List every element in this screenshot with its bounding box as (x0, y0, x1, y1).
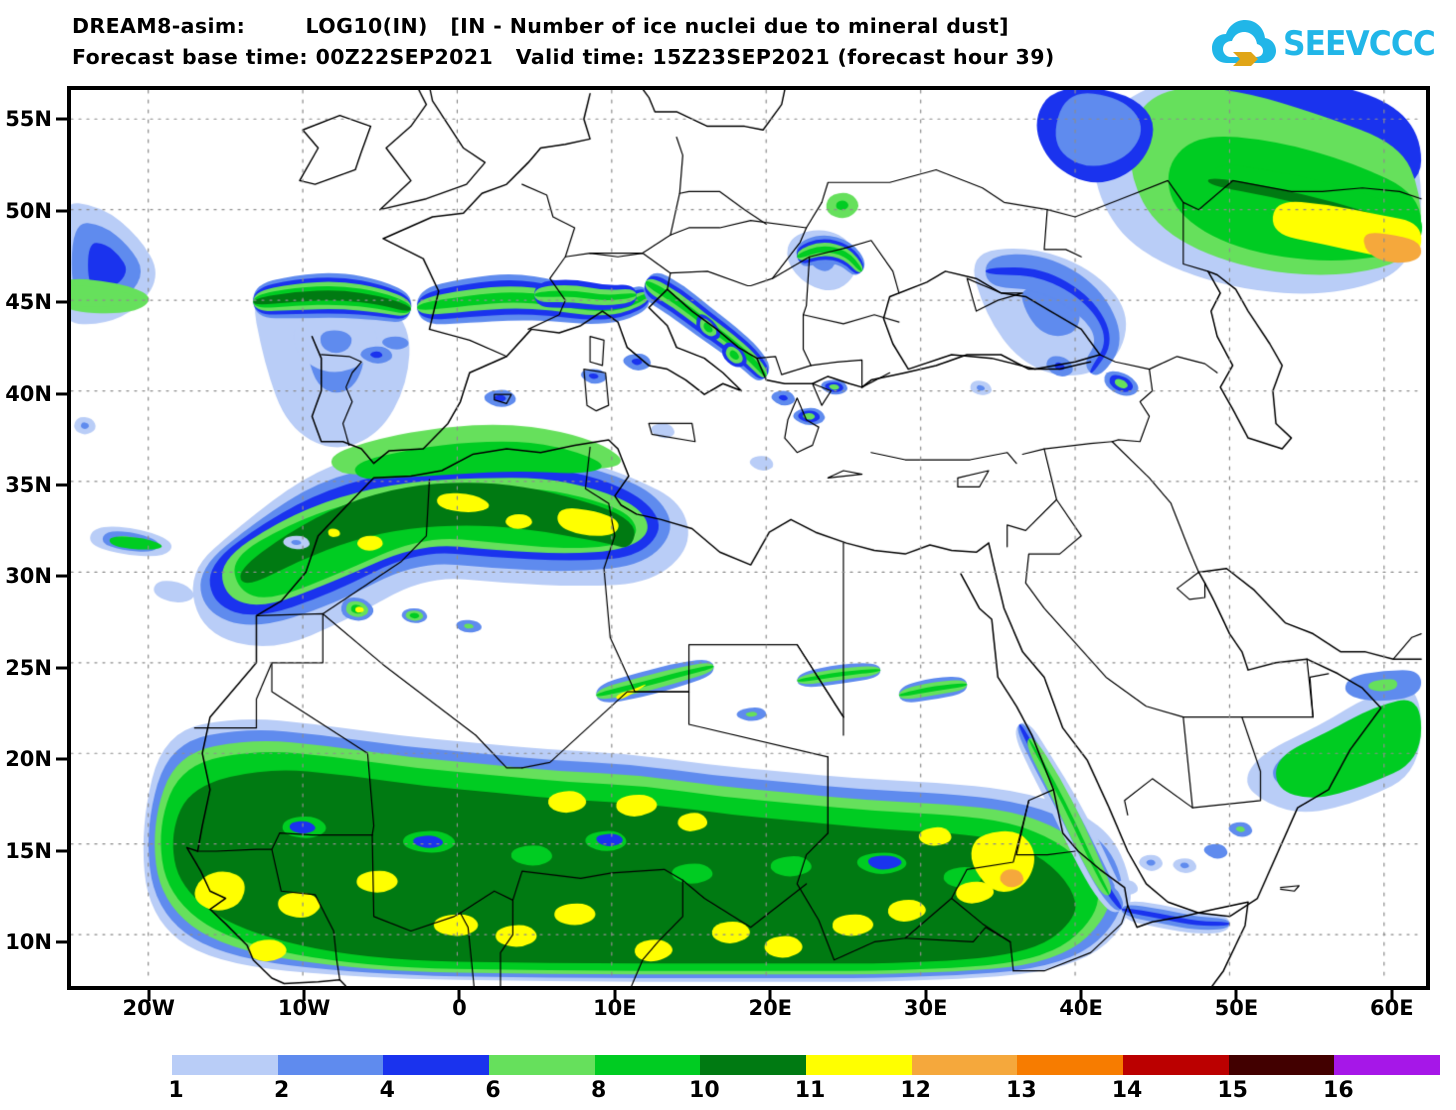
x-axis-label: 0 (452, 996, 467, 1020)
colorbar-tick-label: 1 (168, 1078, 184, 1103)
y-axis-label: 15N (5, 838, 52, 863)
colorbar-segment (383, 1055, 490, 1075)
colorbar-segment (806, 1055, 912, 1075)
colorbar-segment (172, 1055, 278, 1075)
x-axis-tick (1234, 990, 1238, 1001)
colorbar-labels: 1 2 4 6 8 10 11 12 13 14 15 16 (0, 1078, 1456, 1108)
y-axis-label: 10N (5, 930, 52, 955)
colorbar-segment (700, 1055, 807, 1075)
colorbar-segment (911, 1055, 1018, 1075)
colorbar-segment (277, 1055, 384, 1075)
colorbar-tick-label: 4 (379, 1078, 395, 1103)
y-axis-label: 45N (5, 290, 52, 315)
x-axis-tick (457, 990, 461, 1001)
y-axis-label: 35N (5, 472, 52, 497)
colorbar-segment (1334, 1055, 1441, 1075)
y-axis-tick (56, 940, 67, 944)
y-axis-tick (56, 392, 67, 396)
colorbar-segment (1123, 1055, 1229, 1075)
colorbar-tick-label: 2 (274, 1078, 290, 1103)
y-axis-tick (56, 574, 67, 578)
y-axis-label: 25N (5, 655, 52, 680)
x-axis-tick (1390, 990, 1394, 1001)
y-axis-tick (56, 849, 67, 853)
y-axis-label: 20N (5, 747, 52, 772)
colorbar-tick-label: 13 (1006, 1078, 1037, 1103)
x-axis-tick (1079, 990, 1083, 1001)
colorbar (172, 1055, 1441, 1075)
title-line-model: DREAM8-asim: LOG10(IN) [IN - Number of i… (72, 14, 1009, 38)
colorbar-tick-label: 15 (1217, 1078, 1248, 1103)
dust-concentration-field (71, 90, 1426, 986)
y-axis-tick (56, 757, 67, 761)
colorbar-tick-label: 8 (591, 1078, 607, 1103)
x-axis-tick (768, 990, 772, 1001)
colorbar-tick-label: 14 (1111, 1078, 1143, 1103)
y-axis-tick (56, 483, 67, 487)
colorbar-tick-label: 16 (1323, 1078, 1354, 1103)
forecast-map-plot (67, 86, 1430, 990)
x-axis-tick (302, 990, 306, 1001)
y-axis-label: 55N (5, 107, 52, 132)
header: DREAM8-asim: LOG10(IN) [IN - Number of i… (0, 0, 1456, 86)
colorbar-tick-label: 10 (689, 1078, 720, 1103)
colorbar-segment (1017, 1055, 1124, 1075)
y-axis-label: 40N (5, 381, 52, 406)
y-axis-label: 30N (5, 564, 52, 589)
y-axis-tick (56, 666, 67, 670)
x-axis-tick (147, 990, 151, 1001)
y-axis-label: 50N (5, 198, 52, 223)
cloud-icon (1211, 20, 1276, 66)
y-axis-tick (56, 209, 67, 213)
colorbar-segment (594, 1055, 701, 1075)
colorbar-segment (489, 1055, 595, 1075)
colorbar-tick-label: 6 (485, 1078, 501, 1103)
y-axis-tick (56, 117, 67, 121)
logo-text: SEEVCCC (1282, 24, 1436, 64)
colorbar-tick-label: 11 (794, 1078, 826, 1103)
title-line-times: Forecast base time: 00Z22SEP2021 Valid t… (72, 45, 1055, 69)
colorbar-tick-label: 12 (900, 1078, 931, 1103)
x-axis-tick (924, 990, 928, 1001)
y-axis-tick (56, 300, 67, 304)
colorbar-segment (1228, 1055, 1335, 1075)
x-axis-tick (613, 990, 617, 1001)
seevccc-logo: SEEVCCC (1211, 18, 1448, 70)
